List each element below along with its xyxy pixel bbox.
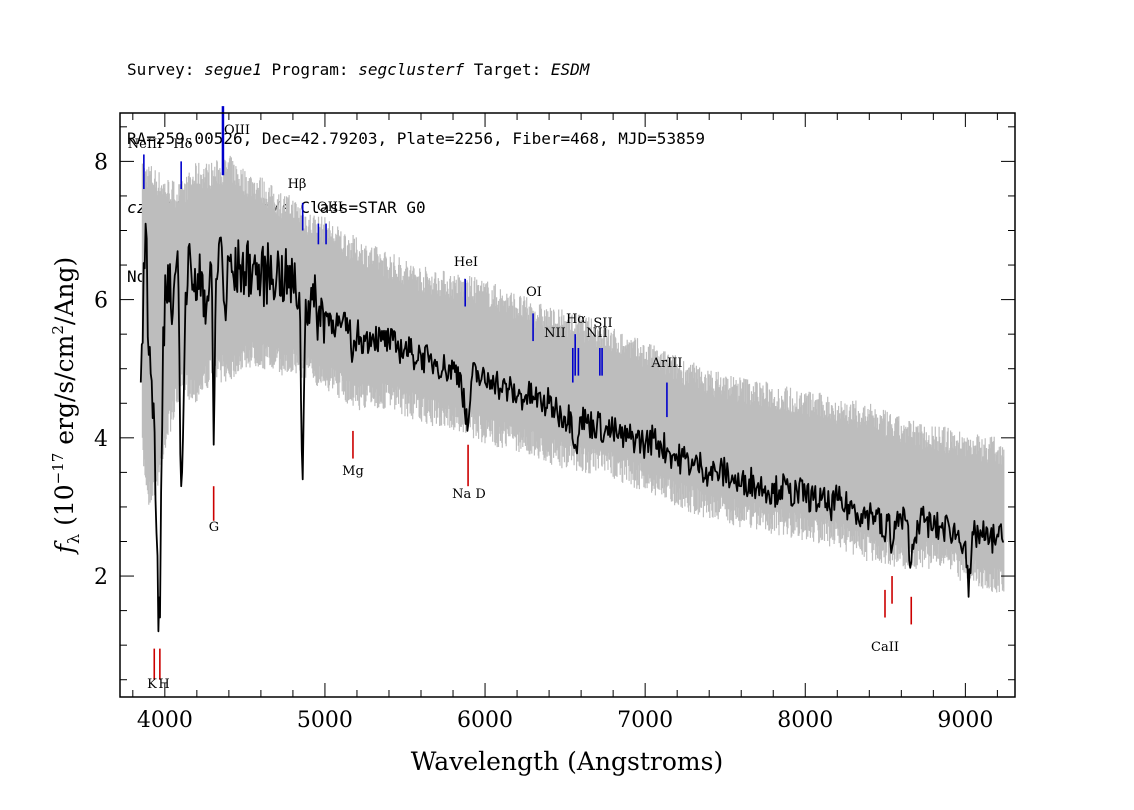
absorption-line-label: G	[209, 520, 219, 535]
emission-line-label: SII	[593, 316, 612, 331]
target-value: ESDM	[550, 60, 590, 79]
flux-layer	[139, 222, 1004, 633]
emission-line-label: HeI	[454, 255, 478, 270]
x-axis-title: Wavelength (Angstroms)	[411, 747, 723, 776]
program-label: Program:	[261, 60, 359, 79]
program-value: segclusterf	[358, 60, 465, 79]
x-tick-label: 8000	[777, 708, 833, 733]
x-tick-label: 5000	[297, 708, 353, 733]
emission-line-label: Hδ	[173, 137, 192, 152]
emission-line-label: ArIII	[650, 356, 682, 371]
x-tick-label: 4000	[137, 708, 193, 733]
y-tick-label: 4	[94, 427, 108, 452]
emission-line-label: NII	[586, 326, 608, 341]
absorption-line-label: CaII	[871, 640, 899, 655]
target-label: Target:	[464, 60, 551, 79]
emission-line-label: OIII	[224, 123, 250, 138]
plot-frame	[119, 112, 1016, 698]
header-line-coordinates: RA=259.00526, Dec=42.79203, Plate=2256, …	[127, 129, 705, 148]
x-tick-label: 6000	[457, 708, 513, 733]
spectrum-header: Survey: segue1 Program: segclusterf Targ…	[127, 12, 705, 311]
axis-ticks: 4000 5000 6000 7000 8000 9000 2 4 6 8	[94, 113, 1015, 733]
survey-value: segue1	[204, 60, 262, 79]
survey-label: Survey:	[127, 60, 205, 79]
x-tick-label: 9000	[937, 708, 993, 733]
emission-line-label: NII	[544, 326, 566, 341]
y-tick-label: 8	[94, 150, 108, 175]
emission-line-label: OIII	[317, 200, 343, 215]
emission-line-label: Hβ	[288, 177, 307, 192]
x-tick-label: 7000	[617, 708, 673, 733]
absorption-line-label: Mg	[342, 464, 364, 479]
y-axis-title: fλ (10−17 erg/s/cm2/Ang)	[49, 257, 83, 556]
absorption-line-label: K	[147, 677, 157, 692]
y-tick-label: 2	[94, 565, 108, 590]
flux-line	[139, 222, 1004, 633]
y-tick-label: 6	[94, 289, 108, 314]
emission-line-label: NeIII	[128, 137, 162, 152]
absorption-line-label: Na D	[452, 487, 486, 502]
emission-line-label: OI	[526, 285, 542, 300]
absorption-line-label: H	[158, 677, 169, 692]
header-line-survey: Survey: segue1 Program: segclusterf Targ…	[127, 58, 705, 81]
emission-line-label: Hα	[566, 312, 586, 327]
